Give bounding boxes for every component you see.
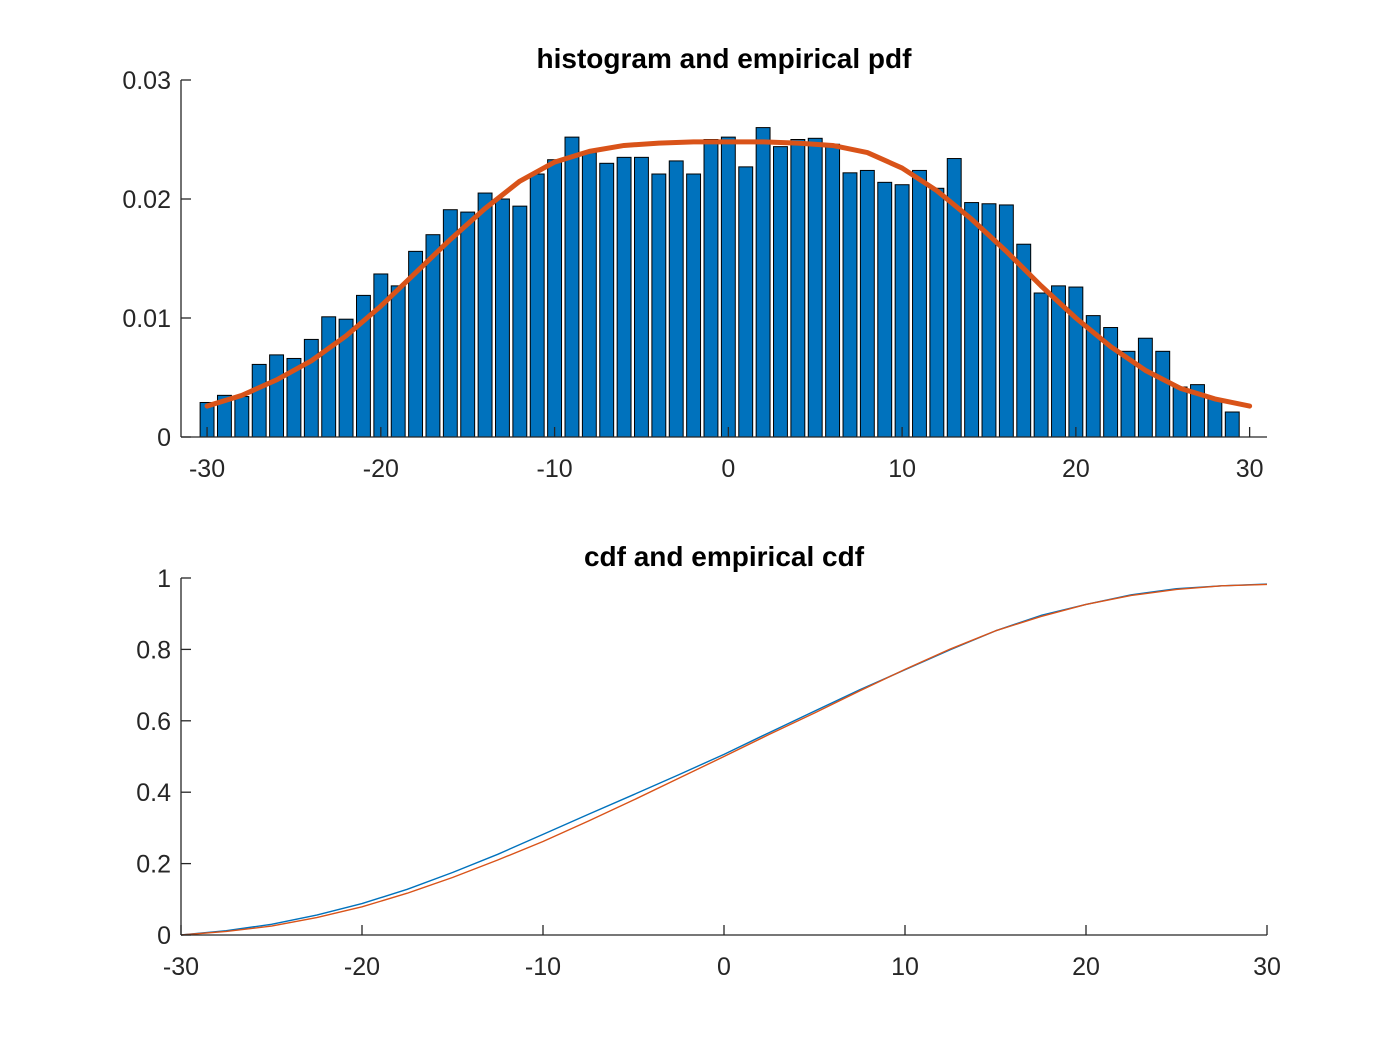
histogram-bar — [1224, 411, 1240, 438]
histogram-bar — [1137, 337, 1153, 438]
histogram-bar — [842, 172, 858, 438]
histogram-bar — [651, 173, 667, 438]
histogram-bar — [720, 136, 736, 438]
axes-pdf: 0 0.01 0.02 0.03 -30 -20 -10 0 10 20 30 — [122, 67, 1267, 483]
histogram-bar — [581, 152, 597, 438]
histogram-bar — [790, 139, 806, 438]
histogram-bar — [964, 202, 980, 438]
histogram-bar — [912, 169, 927, 438]
y-tick-label: 0.4 — [136, 779, 171, 807]
x-tick-label: 0 — [721, 455, 735, 483]
chart-title-cdf: cdf and empirical cdf — [584, 541, 865, 572]
y-tick-label: 0.03 — [122, 67, 171, 95]
histogram-bar — [234, 396, 250, 438]
histogram-bar — [859, 169, 875, 438]
y-tick-label: 0.01 — [122, 305, 171, 333]
y-tick-label: 0.02 — [122, 186, 171, 214]
histogram-pdf-plot: histogram and empirical pdf 0 0.01 0.02 0.0… — [122, 43, 1267, 483]
histogram-bar — [425, 234, 441, 438]
histogram-bar — [547, 159, 563, 438]
histogram-bar — [773, 146, 788, 438]
cdf-plot: cdf and empirical cdf 0 0.2 0.4 0.6 0.8 1 -30 -… — [136, 541, 1281, 981]
histogram-bar — [703, 139, 719, 438]
cdf-line-orange — [180, 583, 1268, 936]
histogram-bar — [390, 285, 406, 438]
histogram-bar — [477, 192, 493, 438]
x-tick-label: 0 — [717, 953, 731, 981]
histogram-bar — [634, 156, 649, 438]
axes-cdf: 0 0.2 0.4 0.6 0.8 1 -30 -20 -10 0 10 20 30 — [136, 565, 1281, 981]
histogram-bar — [1172, 386, 1188, 438]
y-tick-label: 0.6 — [136, 708, 171, 736]
histogram-bar — [668, 160, 684, 438]
x-tick-label: -10 — [525, 953, 561, 981]
histogram-bar — [998, 204, 1014, 438]
histogram-bar — [599, 162, 615, 438]
histogram-bar — [1068, 286, 1084, 438]
pdf-curve-group — [204, 139, 1253, 409]
x-tick-label: 10 — [888, 455, 916, 483]
y-tick-label: 1 — [157, 565, 171, 593]
histogram-bar — [877, 181, 893, 438]
x-tick-label: -30 — [163, 953, 199, 981]
histogram-bar — [303, 338, 319, 438]
cdf-line-blue — [180, 583, 1268, 936]
histogram-bar — [495, 198, 510, 438]
x-tick-label: 30 — [1253, 953, 1281, 981]
histogram-bar — [1155, 350, 1171, 438]
histogram-bar — [929, 187, 945, 438]
y-tick-label: 0.8 — [136, 636, 171, 664]
histogram-bars — [199, 127, 1240, 438]
x-tick-label: -10 — [537, 455, 573, 483]
histogram-bar — [894, 184, 910, 438]
x-tick-label: -20 — [363, 455, 399, 483]
x-tick-label: 30 — [1236, 455, 1264, 483]
histogram-bar — [460, 211, 476, 438]
histogram-bar — [512, 205, 528, 438]
cdf-curves-group — [180, 583, 1268, 936]
x-tick-label: -30 — [189, 455, 225, 483]
histogram-bar — [529, 173, 545, 438]
histogram-bar — [1207, 398, 1223, 438]
histogram-bar — [825, 143, 841, 438]
x-tick-label: 10 — [891, 953, 919, 981]
histogram-bar — [807, 137, 823, 438]
x-tick-label: 20 — [1062, 455, 1090, 483]
histogram-bar — [321, 316, 337, 438]
pdf-curve — [204, 139, 1253, 409]
histogram-bar — [616, 156, 632, 438]
chart-title-pdf: histogram and empirical pdf — [537, 43, 913, 74]
x-tick-label: -20 — [344, 953, 380, 981]
y-tick-label: 0 — [157, 424, 171, 452]
histogram-bar — [1033, 292, 1049, 438]
histogram-bar — [755, 127, 771, 438]
y-tick-label: 0.2 — [136, 851, 171, 879]
histogram-bar — [686, 173, 702, 438]
histogram-bar — [269, 354, 285, 438]
y-tick-label: 0 — [157, 922, 171, 950]
histogram-bar — [564, 136, 580, 438]
x-tick-label: 20 — [1072, 953, 1100, 981]
histogram-bar — [738, 166, 754, 438]
histogram-bar — [251, 363, 267, 438]
